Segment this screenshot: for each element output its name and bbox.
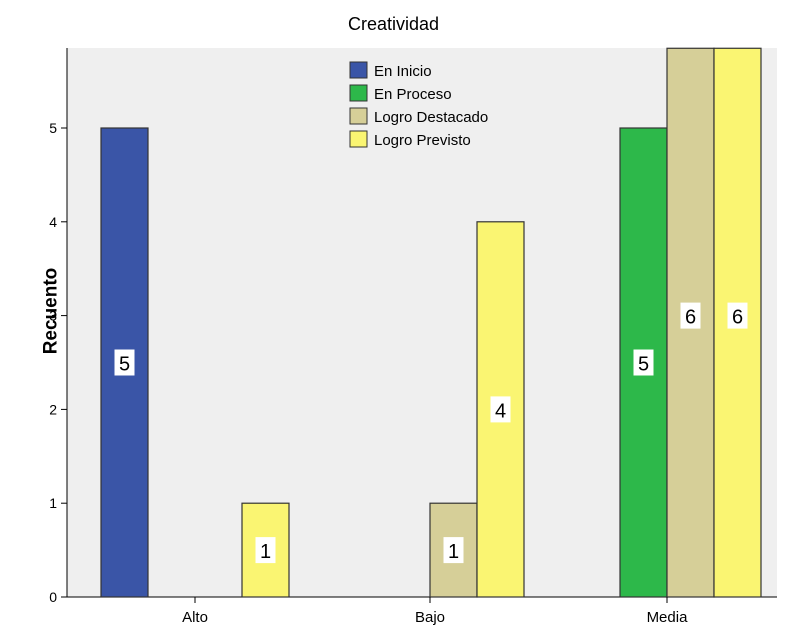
data-label-box — [490, 396, 511, 423]
y-tick-label: 1 — [49, 495, 57, 511]
data-label-box — [633, 349, 654, 376]
y-tick-label: 4 — [49, 214, 57, 230]
data-label: 1 — [448, 541, 459, 563]
y-tick-label: 3 — [49, 308, 57, 324]
legend-swatch — [349, 61, 368, 79]
legend-label: En Proceso — [374, 86, 452, 103]
y-tick-label: 2 — [49, 401, 57, 417]
x-tick-label: Alto — [182, 609, 208, 626]
legend-label: Logro Previsto — [374, 132, 471, 149]
legend-label: Logro Destacado — [374, 109, 488, 126]
legend-label: En Inicio — [374, 63, 432, 80]
legend-swatch — [349, 130, 368, 148]
data-label: 5 — [119, 354, 130, 376]
data-label: 6 — [732, 307, 743, 329]
data-label-box — [443, 537, 464, 564]
legend-swatch — [349, 107, 368, 125]
chart-title: Creatividad — [347, 14, 440, 34]
y-tick-label: 0 — [49, 589, 57, 605]
legend-swatch — [349, 84, 368, 102]
data-label-box — [114, 349, 135, 376]
data-label: 4 — [495, 400, 506, 422]
x-tick-label: Media — [647, 609, 689, 626]
data-label: 5 — [638, 354, 649, 376]
data-label-box — [727, 302, 748, 329]
data-label: 6 — [685, 307, 696, 329]
x-tick-label: Bajo — [415, 609, 445, 626]
data-label: 1 — [260, 541, 271, 563]
data-label-box — [680, 302, 701, 329]
data-label-box — [255, 537, 276, 564]
y-tick-label: 5 — [49, 120, 57, 136]
